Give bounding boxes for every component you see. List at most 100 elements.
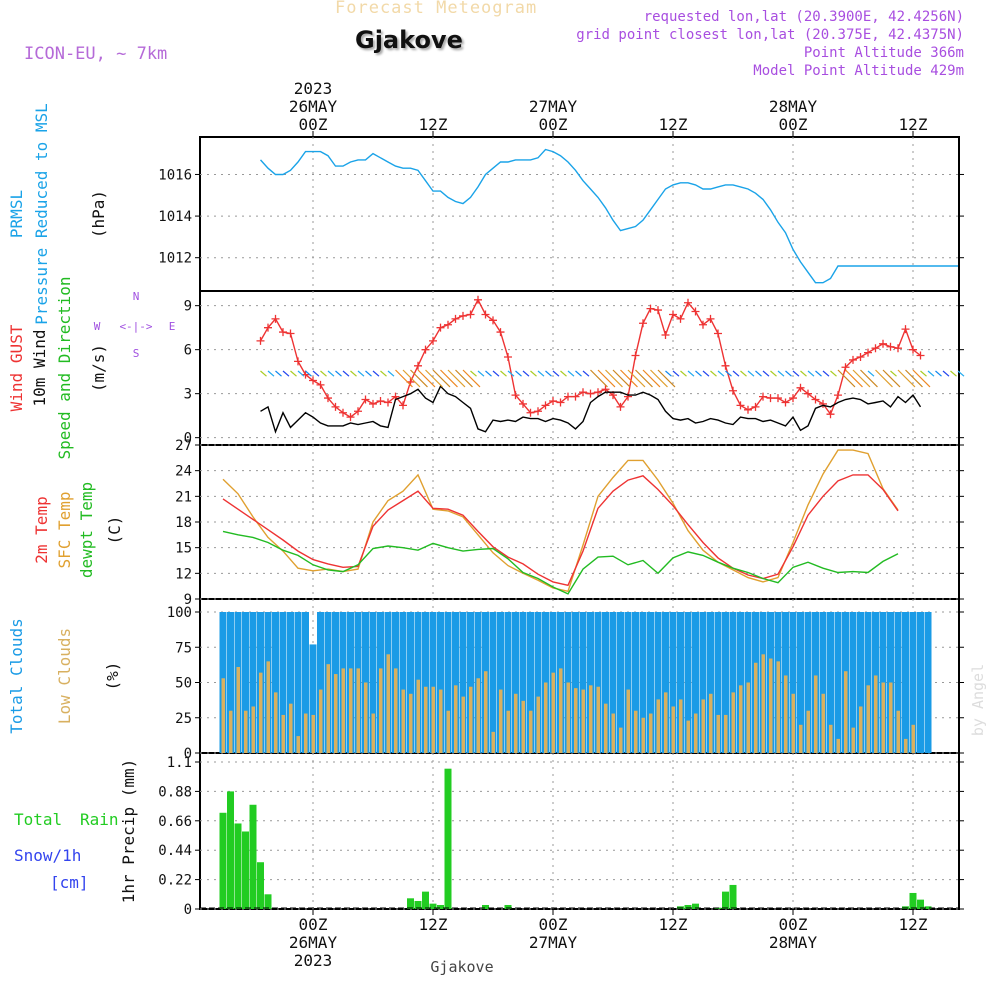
low-cloud-bar: [296, 736, 300, 753]
total-cloud-bar: [677, 612, 684, 753]
low-cloud-bar: [829, 724, 833, 753]
wind-arrow: [762, 370, 770, 377]
total-cloud-bar: [407, 612, 414, 753]
low-cloud-bar: [266, 661, 270, 753]
total-cloud-bar: [684, 612, 692, 753]
wind-arrow: [792, 370, 800, 377]
low-cloud-bar: [904, 738, 908, 753]
gust-marker: [526, 408, 535, 417]
wind-arrow: [725, 370, 732, 377]
low-clouds-label: Low Clouds: [55, 628, 74, 724]
low-cloud-bar: [356, 668, 360, 753]
y-tick-label-pressure: 1016: [158, 167, 192, 183]
gust-marker: [451, 314, 460, 323]
low-cloud-bar: [881, 682, 885, 753]
gust-marker: [714, 329, 722, 338]
low-cloud-bar: [656, 699, 660, 753]
wind-arrow: [680, 370, 687, 377]
low-cloud-bar: [746, 682, 750, 753]
total-cloud-bar: [272, 612, 279, 753]
top-time-label: 28MAY: [769, 97, 818, 116]
wind-arrow: [342, 370, 350, 377]
total-cloud-bar: [714, 612, 722, 753]
precip-bar: [227, 791, 234, 909]
precip-unit-label: 1hr Precip (mm): [119, 759, 138, 904]
gust-marker: [849, 355, 857, 364]
low-cloud-bar: [281, 714, 285, 753]
y-tick-label-clouds: 50: [175, 676, 192, 692]
gust-marker: [864, 348, 872, 357]
wind-arrow: [822, 370, 830, 377]
axis-labels: 1016101410129630272421181512910075502501…: [7, 79, 987, 976]
wind-arrow: [590, 369, 608, 388]
y-tick-label-pressure: 1014: [158, 209, 192, 225]
wind-arrow: [567, 370, 575, 377]
gust-marker: [436, 323, 445, 332]
gust-marker: [774, 394, 782, 403]
wind-arrows: [260, 369, 965, 388]
compass-w: W: [94, 320, 101, 333]
low-cloud-bar: [236, 666, 240, 753]
wind-arrow: [635, 369, 653, 388]
wind-arrow: [320, 370, 327, 377]
low-cloud-bar: [311, 714, 315, 753]
y-tick-label-wind: 9: [184, 299, 192, 315]
low-cloud-bar: [626, 689, 630, 753]
location-title: Gjakove: [355, 26, 463, 54]
gust-marker: [871, 344, 880, 353]
y-tick-label-temperature: 24: [175, 464, 192, 480]
total-cloud-bar: [647, 612, 654, 753]
bottom-time-label: 12Z: [899, 915, 928, 934]
wind-arrow: [417, 369, 436, 388]
wind-arrow: [830, 370, 837, 377]
total-cloud-bar: [722, 612, 729, 753]
precip-bar: [422, 891, 429, 909]
gust-marker: [519, 399, 527, 408]
total-cloud-bar: [422, 612, 429, 753]
total-cloud-bar: [399, 612, 407, 753]
low-cloud-bar: [529, 710, 533, 753]
gust-marker: [781, 398, 790, 407]
low-cloud-bar: [551, 672, 555, 753]
sfc-temp-line: [222, 449, 899, 593]
gust-marker: [586, 389, 595, 398]
low-cloud-bar: [896, 710, 900, 753]
total-cloud-bar: [452, 612, 459, 753]
gust-marker: [639, 319, 647, 328]
total-cloud-bar: [662, 612, 669, 753]
total-cloud-bar: [227, 612, 234, 753]
low-cloud-bar: [454, 685, 458, 753]
gust-marker: [631, 351, 640, 360]
total-cloud-bar: [654, 612, 662, 753]
y-tick-label-clouds: 75: [175, 640, 192, 656]
wind-arrow: [455, 369, 473, 388]
low-cloud-bar: [559, 668, 563, 753]
total-cloud-bar: [909, 612, 917, 753]
gust-marker: [399, 401, 407, 410]
low-cloud-bar: [544, 682, 548, 753]
wind-arrow: [657, 369, 676, 388]
snow-unit-label: [cm]: [50, 873, 89, 892]
gust-marker: [511, 391, 520, 400]
gust-marker: [316, 380, 325, 389]
temp-2m-line: [222, 474, 899, 587]
gust-marker: [826, 410, 835, 419]
snow-label: Snow/1h: [14, 846, 81, 865]
wind-arrow: [905, 369, 923, 388]
gust-marker: [594, 388, 602, 397]
grid-point-coordinates: grid point closest lon,lat (20.375E, 42.…: [576, 27, 964, 43]
total-cloud-bar: [504, 612, 512, 753]
low-cloud-bar: [589, 685, 593, 753]
low-cloud-bar: [229, 710, 233, 753]
precip-bars: [200, 768, 959, 909]
wind-arrow: [695, 370, 702, 377]
gust-marker: [496, 328, 505, 337]
gust-marker: [744, 405, 752, 414]
wind-arrow: [410, 369, 428, 388]
wind-unit-label: (m/s): [89, 344, 108, 392]
bottom-time-label: 26MAY: [289, 933, 338, 952]
total-cloud-bar: [512, 612, 519, 753]
gust-marker: [346, 413, 355, 422]
y-tick-label-temperature: 15: [175, 541, 192, 557]
precip-bar: [684, 904, 692, 909]
